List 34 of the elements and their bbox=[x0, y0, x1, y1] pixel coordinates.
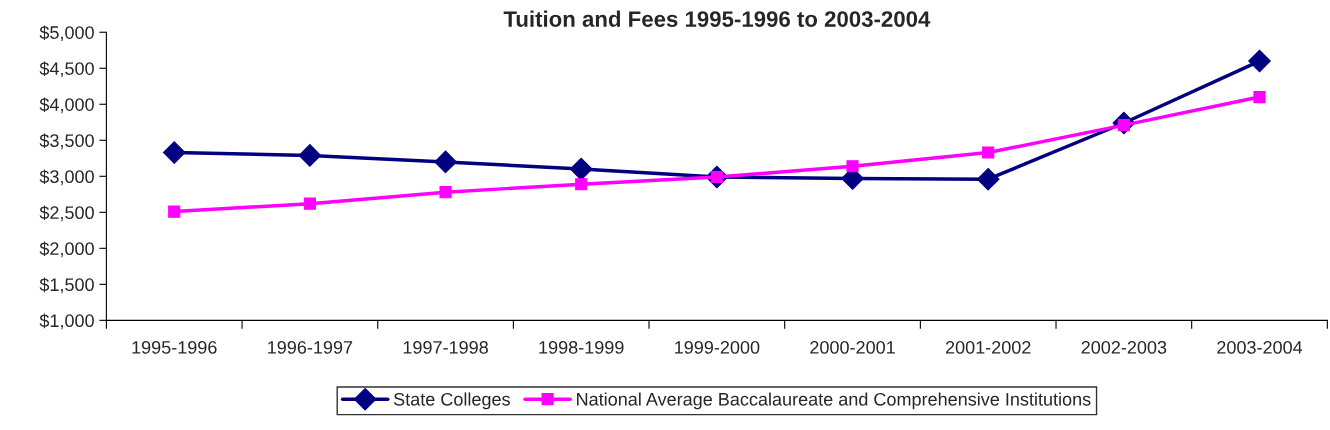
y-tick-label: $2,000 bbox=[39, 241, 94, 258]
legend-label: State Colleges bbox=[393, 392, 510, 410]
x-tick-label: 2001-2002 bbox=[945, 340, 1031, 354]
y-tick-label: $4,000 bbox=[39, 97, 94, 114]
y-tick-label: $1,500 bbox=[39, 277, 94, 294]
point bbox=[569, 157, 593, 181]
point bbox=[1253, 91, 1266, 104]
point bbox=[298, 144, 322, 167]
point bbox=[439, 186, 452, 199]
x-tick-label: 1997-1998 bbox=[403, 340, 488, 354]
y-tick-label: $5,000 bbox=[39, 25, 94, 42]
point bbox=[982, 146, 995, 159]
x-tick-label: 2003-2004 bbox=[1217, 340, 1303, 354]
x-tick-label: 1999-2000 bbox=[675, 340, 760, 354]
point bbox=[846, 160, 859, 173]
y-tick-label: $2,500 bbox=[39, 205, 94, 222]
x-tick-label: 1995-1996 bbox=[132, 340, 217, 354]
point bbox=[575, 178, 588, 191]
x-tick-label: 2000-2001 bbox=[810, 340, 895, 354]
point bbox=[303, 197, 316, 210]
point bbox=[1248, 49, 1271, 73]
legend-label: National Average Baccalaureate and Comprehensive Institutions bbox=[577, 392, 1091, 410]
x-tick-label: 1996-1997 bbox=[268, 340, 353, 354]
y-tick-label: $3,500 bbox=[39, 133, 94, 150]
point bbox=[434, 150, 457, 174]
x-tick-label: 1998-1999 bbox=[539, 340, 624, 354]
point bbox=[162, 141, 186, 164]
point bbox=[168, 205, 181, 218]
x-tick-label: 2002-2003 bbox=[1081, 340, 1167, 354]
chart-title: Tuition and Fees 1995-1996 to 2003-2004 bbox=[503, 10, 931, 27]
y-tick-label: $4,500 bbox=[39, 61, 94, 78]
point bbox=[976, 167, 1000, 191]
y-tick-label: $1,000 bbox=[39, 313, 94, 330]
y-tick-label: $3,000 bbox=[39, 169, 94, 186]
